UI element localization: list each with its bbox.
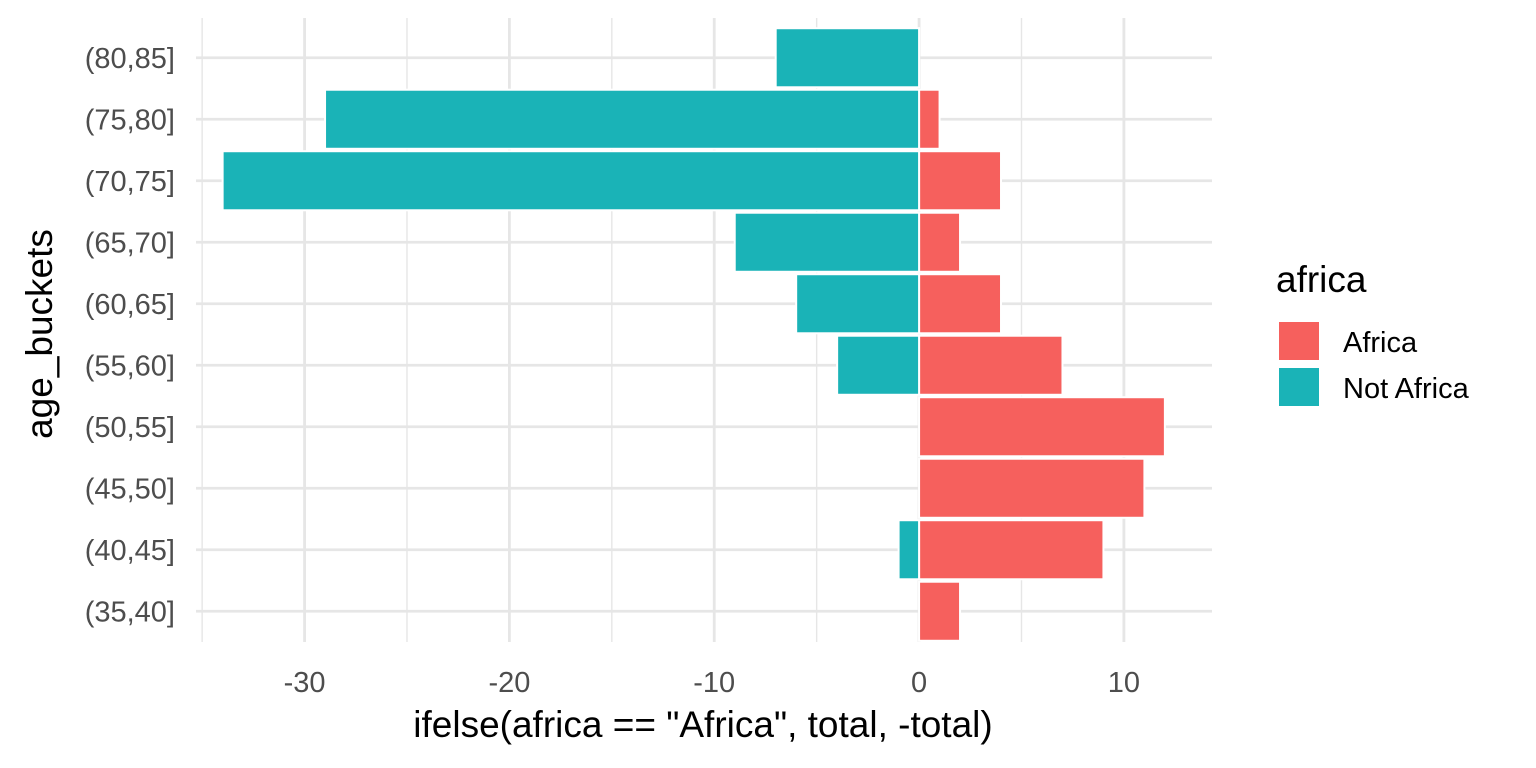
y-tick-label: (80,85]: [85, 43, 175, 75]
bar-not-africa-7: [221, 150, 921, 212]
x-tick-label: -30: [284, 667, 326, 699]
y-tick-label: (35,40]: [85, 596, 175, 628]
y-tick-label: (55,60]: [85, 350, 175, 382]
x-tick-label: 0: [911, 667, 927, 699]
bar-africa-0: [918, 580, 962, 642]
bar-not-africa-9: [774, 27, 921, 89]
x-tick-label: -10: [693, 667, 735, 699]
bar-africa-5: [918, 273, 1003, 335]
bar-not-africa-5: [795, 273, 921, 335]
legend-label-africa: Africa: [1343, 327, 1418, 359]
x-tick-label: 10: [1108, 667, 1140, 699]
y-tick-label: (45,50]: [85, 473, 175, 505]
legend: africa Africa Not Africa: [1276, 259, 1470, 406]
bar-not-africa-8: [324, 88, 921, 150]
x-tick-label: -20: [488, 667, 530, 699]
y-tick-label: (40,45]: [85, 535, 175, 567]
bar-africa-7: [918, 150, 1003, 212]
y-tick-label: (75,80]: [85, 104, 175, 136]
bar-not-africa-4: [836, 334, 921, 396]
x-axis-title: ifelse(africa == "Africa", total, -total…: [413, 704, 992, 745]
y-axis-title: age_buckets: [19, 229, 60, 439]
legend-label-not-africa: Not Africa: [1343, 373, 1470, 405]
y-axis-tick-labels: (35,40] (40,45] (45,50] (50,55] (55,60] (60,6…: [85, 43, 175, 629]
y-tick-label: (50,55]: [85, 412, 175, 444]
bars: [221, 27, 1166, 642]
bar-not-africa-1: [897, 519, 921, 581]
bar-africa-8: [918, 88, 941, 150]
legend-key-not-africa: [1279, 368, 1319, 406]
legend-title: africa: [1276, 259, 1367, 300]
bar-africa-2: [918, 457, 1146, 519]
bar-not-africa-6: [733, 211, 921, 273]
legend-key-africa: [1279, 322, 1319, 360]
y-tick-label: (60,65]: [85, 289, 175, 321]
x-axis-tick-labels: -30 -20 -10 0 10: [284, 667, 1140, 699]
bar-africa-4: [918, 334, 1064, 396]
bar-africa-3: [918, 396, 1166, 458]
bar-africa-1: [918, 519, 1105, 581]
y-tick-label: (70,75]: [85, 166, 175, 198]
y-tick-label: (65,70]: [85, 227, 175, 259]
bar-africa-6: [918, 211, 962, 273]
